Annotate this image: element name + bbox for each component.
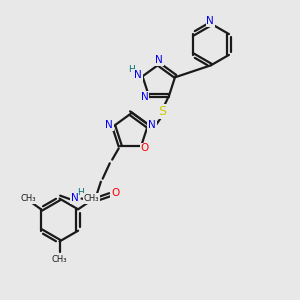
Text: H: H (77, 188, 84, 196)
Text: N: N (206, 16, 214, 26)
Text: CH₃: CH₃ (52, 255, 67, 264)
Text: N: N (148, 120, 156, 130)
Text: N: N (155, 55, 163, 65)
Text: S: S (158, 104, 166, 118)
Text: N: N (70, 193, 78, 203)
Text: N: N (141, 92, 148, 102)
Text: O: O (111, 188, 119, 198)
Text: N: N (105, 120, 113, 130)
Text: H: H (128, 65, 135, 74)
Text: N: N (134, 70, 142, 80)
Text: CH₃: CH₃ (83, 194, 99, 203)
Text: CH₃: CH₃ (21, 194, 36, 203)
Text: O: O (141, 143, 149, 153)
